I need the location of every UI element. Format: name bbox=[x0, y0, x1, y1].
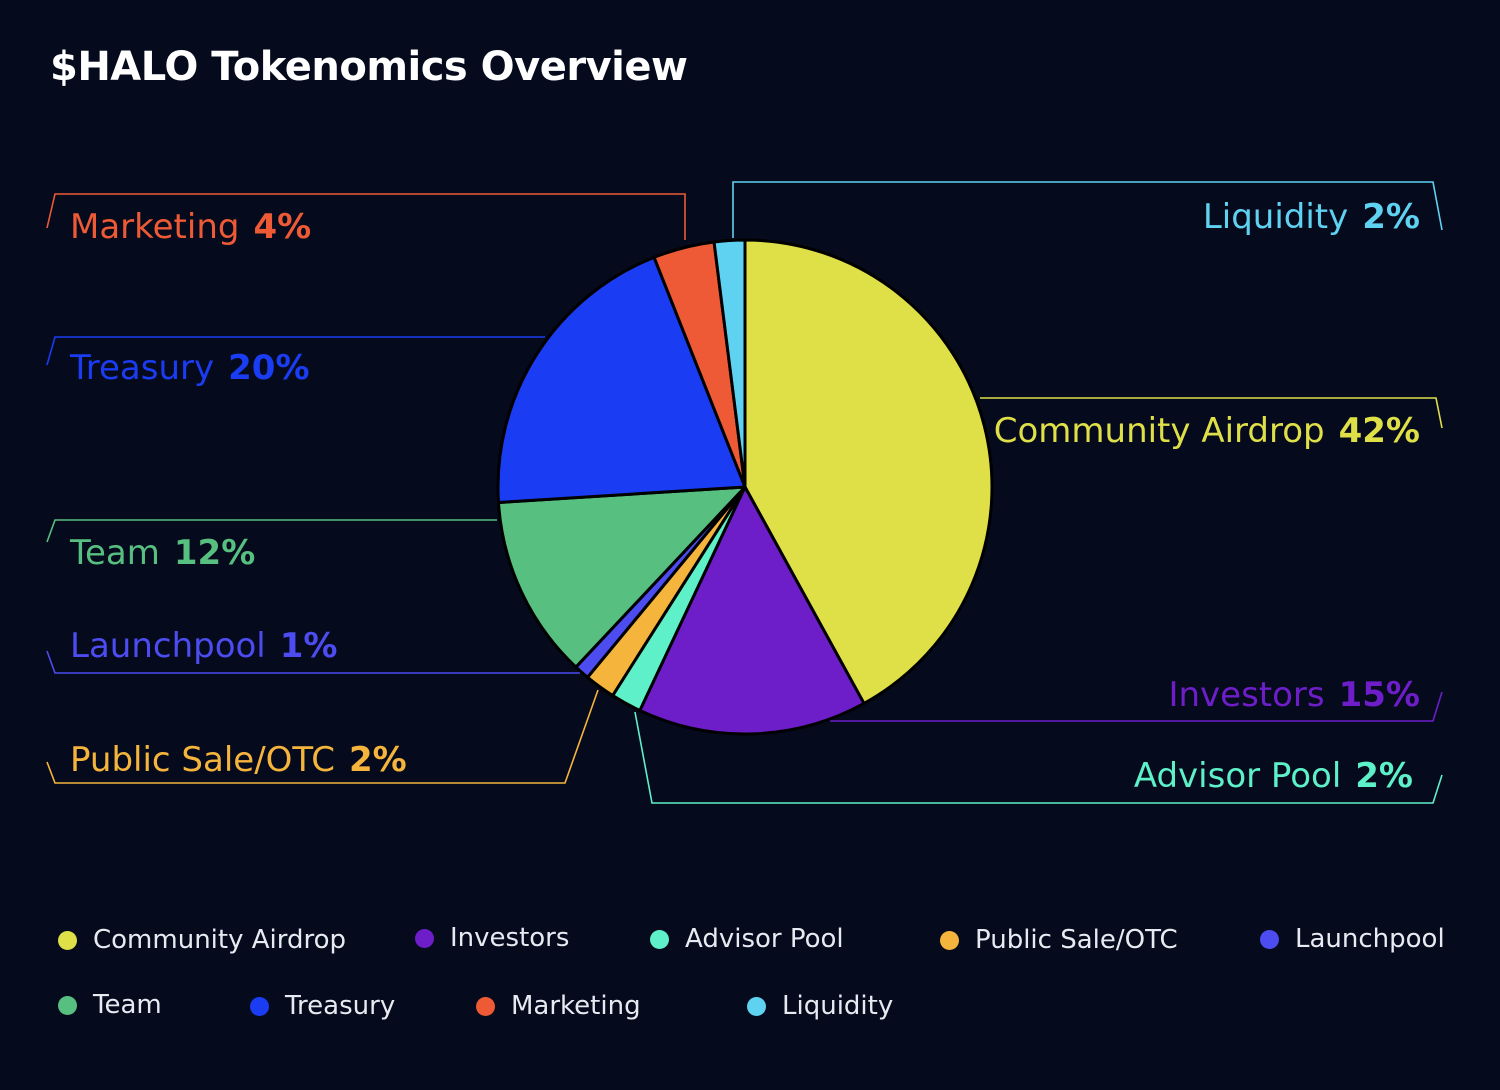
pie-slice-community-airdrop bbox=[743, 238, 994, 705]
legend-swatch bbox=[476, 996, 495, 1016]
leader-line-marketing bbox=[46, 193, 686, 240]
legend-item-marketing: Marketing bbox=[476, 991, 641, 1021]
legend-label: Public Sale/OTC bbox=[975, 925, 1178, 955]
data-label-name: Public Sale/OTC bbox=[70, 740, 335, 780]
legend-label: Treasury bbox=[285, 991, 396, 1021]
data-label-public-sale-otc: Public Sale/OTC 2% bbox=[70, 740, 407, 780]
legend-swatch bbox=[747, 996, 766, 1016]
leader-line-treasury bbox=[46, 336, 545, 366]
data-label-investors: Investors 15% bbox=[1168, 675, 1420, 715]
chart-title: $HALO Tokenomics Overview bbox=[50, 44, 688, 90]
legend-swatch bbox=[250, 996, 269, 1016]
data-label-advisor-pool: Advisor Pool 2% bbox=[1134, 756, 1413, 796]
legend-swatch bbox=[415, 928, 434, 948]
data-label-value: 2% bbox=[1355, 756, 1413, 796]
legend-item-advisor-pool: Advisor Pool bbox=[650, 924, 844, 954]
data-label-name: Treasury bbox=[69, 348, 214, 388]
legend-swatch bbox=[1260, 929, 1279, 949]
pie-slice-treasury bbox=[496, 255, 747, 505]
legend-label: Team bbox=[93, 990, 162, 1020]
pie-slice-team bbox=[496, 485, 747, 669]
legend-swatch bbox=[650, 929, 669, 949]
data-label-value: 4% bbox=[253, 207, 311, 247]
legend-item-liquidity: Liquidity bbox=[747, 991, 893, 1021]
data-label-name: Investors bbox=[1168, 675, 1324, 715]
data-label-name: Launchpool bbox=[70, 626, 266, 666]
data-label-value: 12% bbox=[174, 533, 255, 573]
legend-swatch bbox=[58, 930, 77, 950]
legend-item-launchpool: Launchpool bbox=[1260, 924, 1445, 954]
legend-item-investors: Investors bbox=[415, 923, 569, 953]
leader-line-liquidity bbox=[732, 181, 1443, 238]
data-label-community-airdrop: Community Airdrop 42% bbox=[994, 411, 1420, 451]
leader-line-community-airdrop bbox=[980, 397, 1443, 429]
data-label-value: 42% bbox=[1339, 411, 1420, 451]
leader-line-advisor-pool bbox=[634, 711, 1443, 804]
data-label-value: 15% bbox=[1339, 675, 1420, 715]
data-label-name: Community Airdrop bbox=[994, 411, 1325, 451]
data-label-value: 20% bbox=[228, 348, 309, 388]
data-label-value: 2% bbox=[1362, 197, 1420, 237]
legend-swatch bbox=[940, 930, 959, 950]
data-label-name: Liquidity bbox=[1203, 197, 1348, 237]
legend-item-treasury: Treasury bbox=[250, 991, 395, 1021]
data-label-marketing: Marketing 4% bbox=[70, 207, 311, 247]
data-label-value: 1% bbox=[280, 626, 338, 666]
legend-item-community-airdrop: Community Airdrop bbox=[58, 925, 346, 955]
leader-line-team bbox=[46, 519, 497, 543]
legend-label: Advisor Pool bbox=[685, 924, 844, 954]
legend-label: Liquidity bbox=[782, 991, 894, 1021]
legend-swatch bbox=[58, 995, 77, 1015]
legend-item-team: Team bbox=[58, 990, 162, 1020]
leader-line-launchpool bbox=[46, 650, 580, 674]
leader-line-investors bbox=[830, 691, 1443, 722]
data-label-launchpool: Launchpool 1% bbox=[70, 626, 337, 666]
legend-label: Investors bbox=[450, 923, 570, 953]
legend-item-public-sale-otc: Public Sale/OTC bbox=[940, 925, 1178, 955]
data-label-name: Advisor Pool bbox=[1134, 756, 1341, 796]
legend-label: Community Airdrop bbox=[93, 925, 347, 955]
data-label-liquidity: Liquidity 2% bbox=[1203, 197, 1420, 237]
data-label-treasury: Treasury 20% bbox=[69, 348, 310, 388]
data-label-name: Marketing bbox=[70, 207, 239, 247]
data-label-team: Team 12% bbox=[69, 533, 255, 573]
leader-line-public-sale-otc bbox=[46, 689, 599, 784]
data-label-name: Team bbox=[69, 533, 160, 573]
legend-label: Launchpool bbox=[1295, 924, 1445, 954]
data-label-value: 2% bbox=[349, 740, 407, 780]
pie-slice-investors bbox=[638, 485, 866, 736]
pie-slice-liquidity bbox=[712, 238, 747, 489]
legend-label: Marketing bbox=[511, 991, 641, 1021]
